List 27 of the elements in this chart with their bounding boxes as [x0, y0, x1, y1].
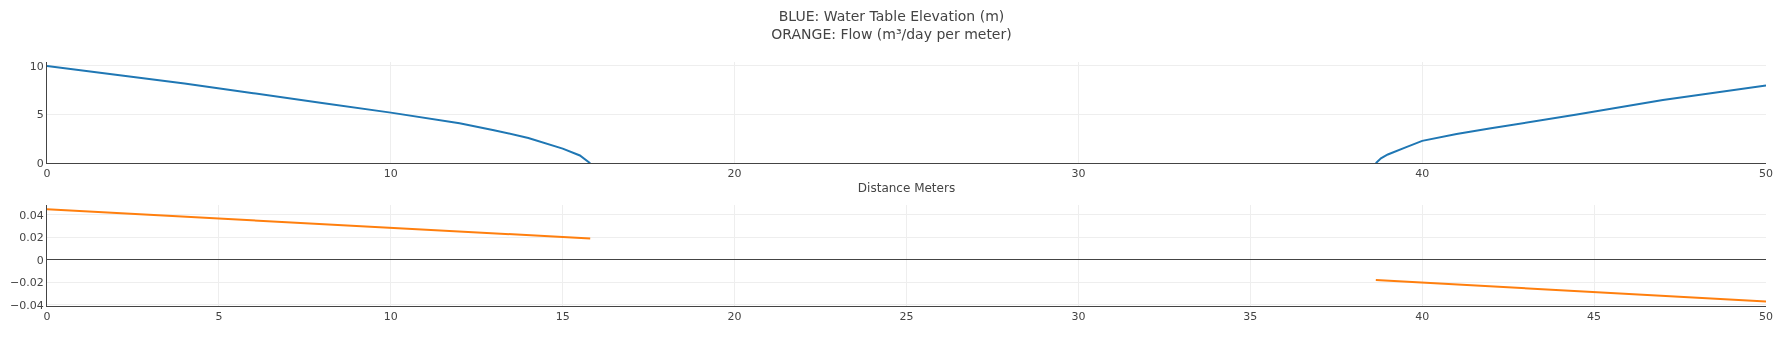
x-tick-label: 40	[1415, 310, 1430, 324]
x-tick-label: 50	[1759, 167, 1773, 181]
line-series	[47, 64, 592, 164]
y-tick-label: 0.02	[19, 231, 44, 245]
y-tick-label: 0.04	[19, 208, 44, 222]
y-tick-label: 0	[36, 253, 44, 267]
y-tick-label: 10	[29, 59, 44, 73]
x-tick-label: 45	[1587, 310, 1602, 324]
x-tick-label: 10	[383, 310, 398, 324]
x-tick-label: 5	[215, 310, 223, 324]
y-tick-label: 5	[36, 108, 44, 122]
x-tick-label: 25	[899, 310, 914, 324]
y-tick-label: −0.02	[10, 276, 44, 290]
x-tick-label: 15	[555, 310, 570, 324]
x-tick-label: 20	[727, 310, 742, 324]
y-tick-label: 0	[36, 157, 44, 171]
x-tick-label: 20	[727, 167, 742, 181]
x-tick-label: 10	[383, 167, 398, 181]
line-series	[1374, 84, 1766, 164]
x-tick-label: 50	[1759, 310, 1773, 324]
chart-title: BLUE: Water Table Elevation (m) ORANGE: Flow (m³/day per meter)	[771, 7, 1012, 42]
x-axis-title: Distance Meters	[857, 181, 956, 196]
x-tick-label: 30	[1071, 167, 1086, 181]
x-tick-label: 35	[1243, 310, 1258, 324]
y-tick-label: −0.04	[10, 298, 44, 312]
x-tick-label: 40	[1415, 167, 1430, 181]
x-tick-label: 30	[1071, 310, 1086, 324]
